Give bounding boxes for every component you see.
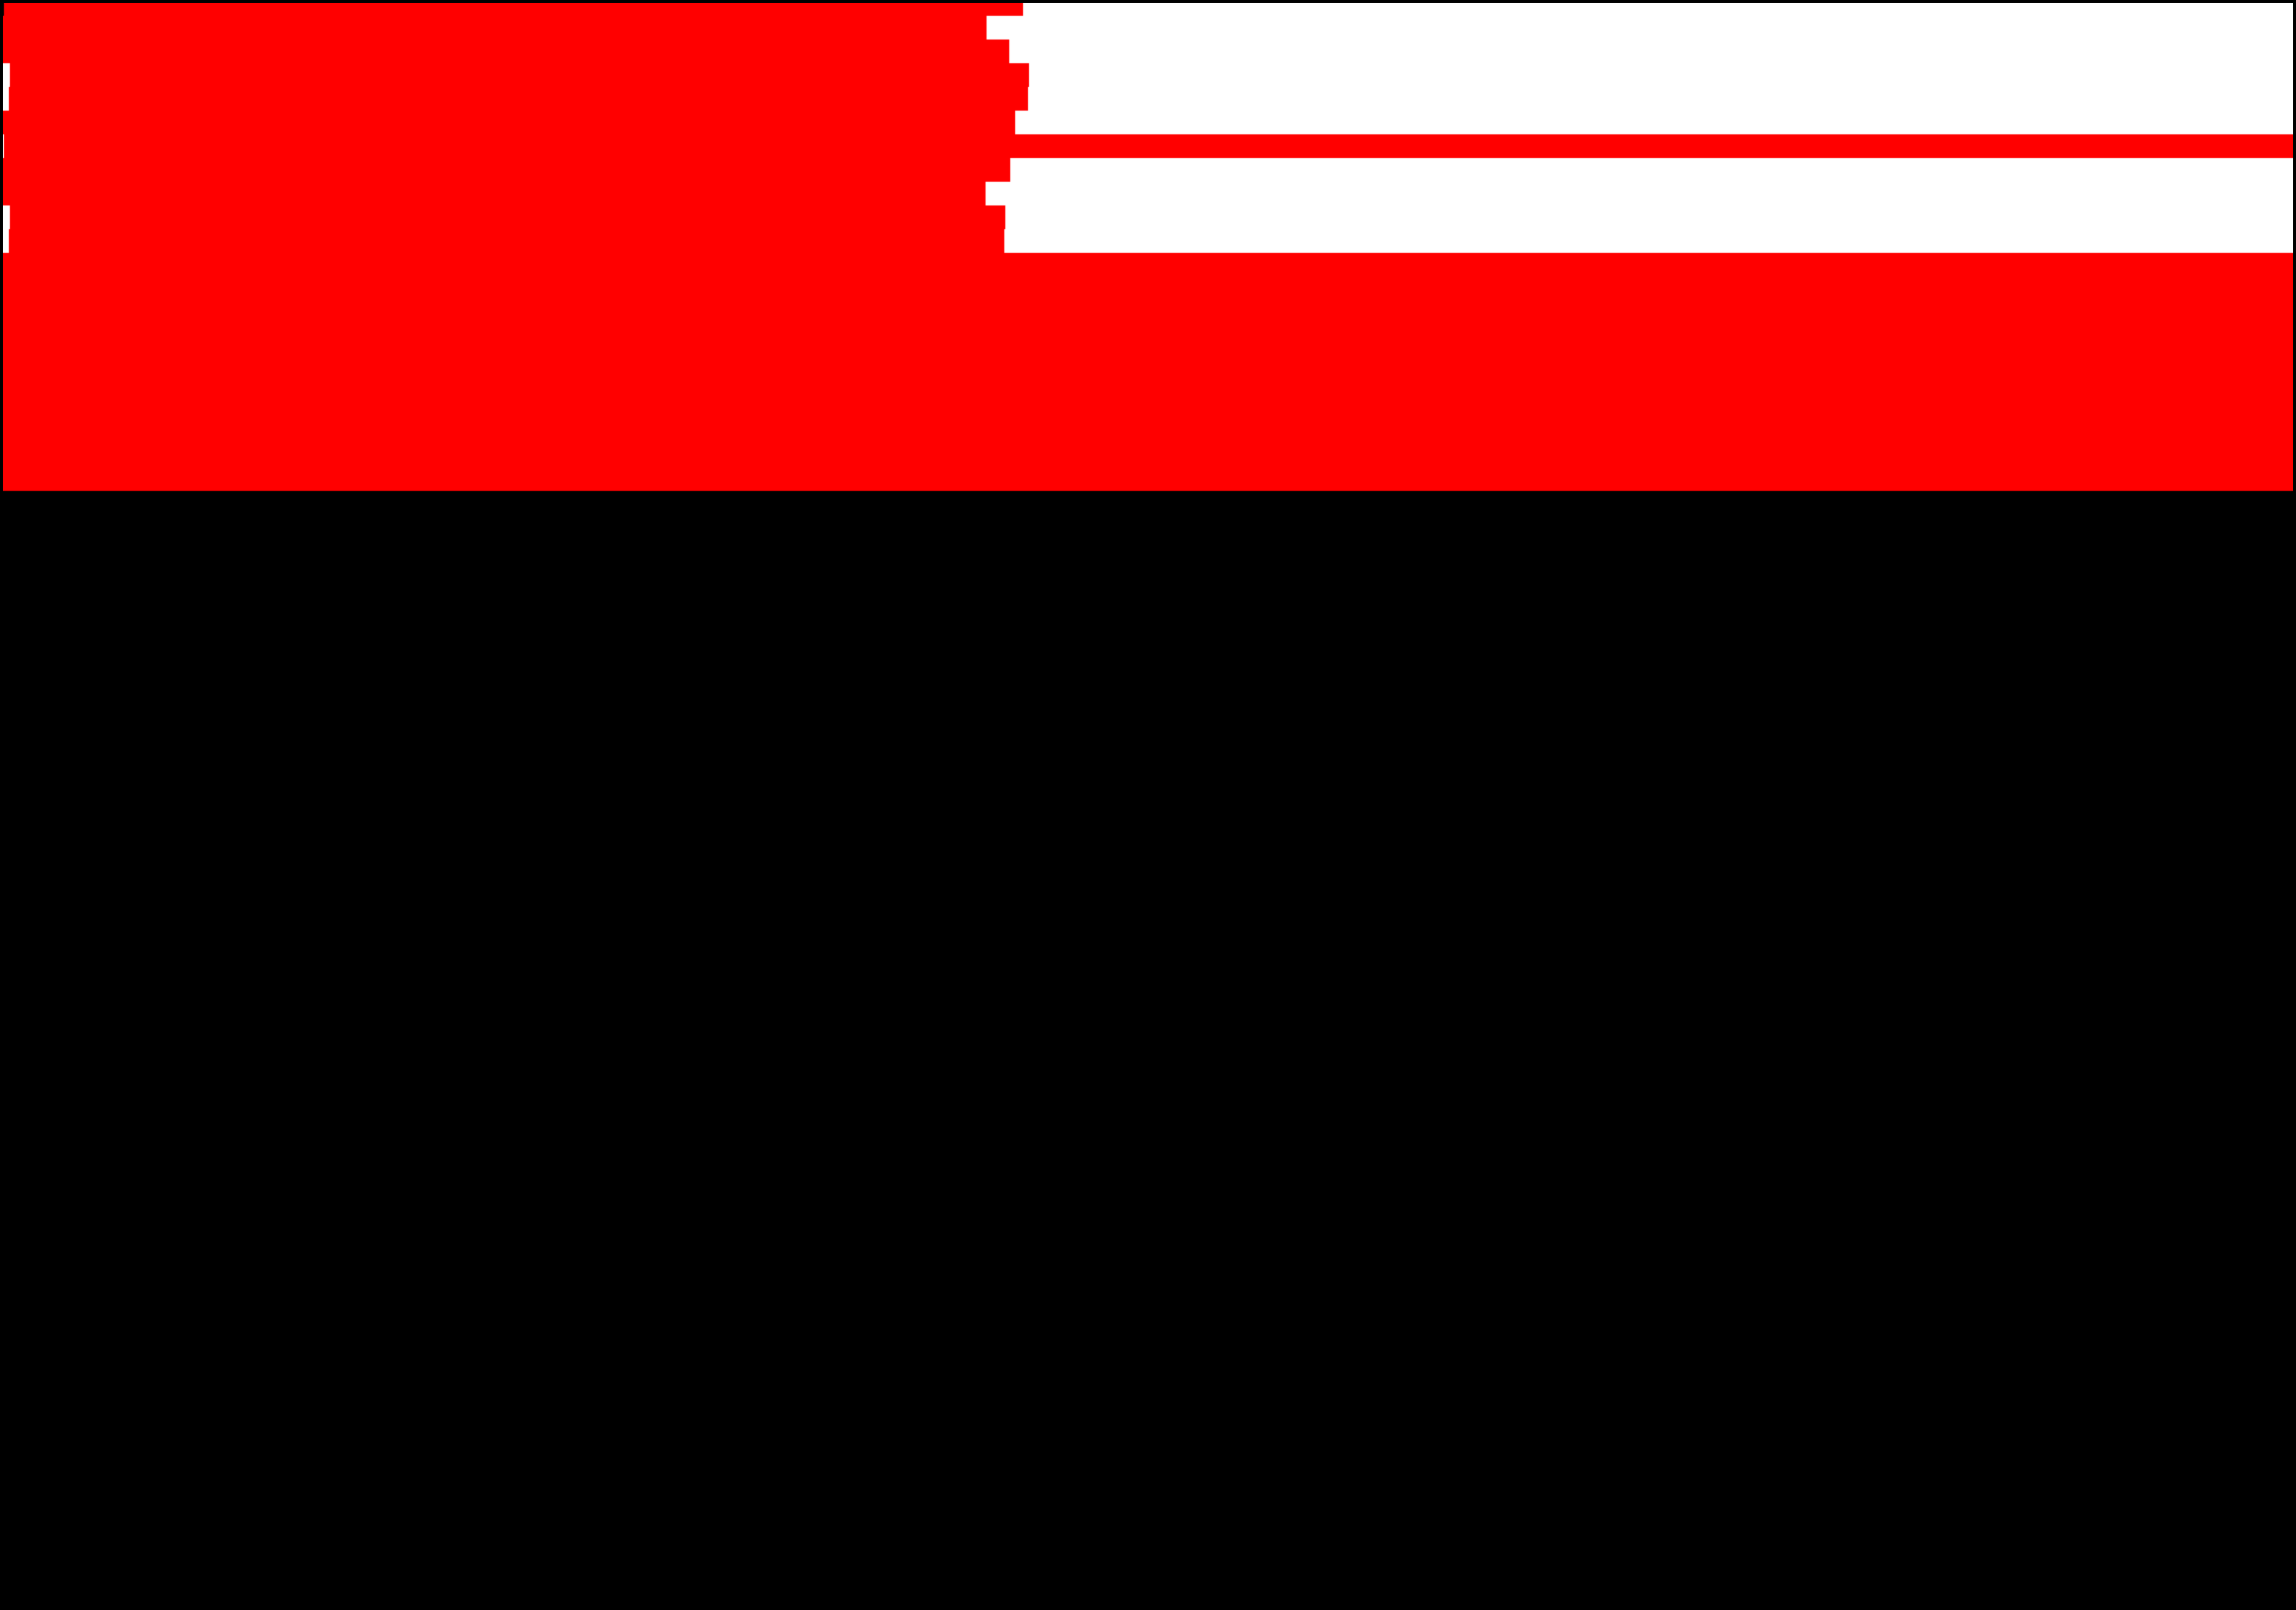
product-time-caption: 2025-12-02 17:37:00 UTC - 2025-12-03 05:… (59, 1557, 961, 1596)
product-title-caption: NASA SPoRT - Gridded NUCAPS (noaa21) - T… (59, 1517, 1091, 1557)
